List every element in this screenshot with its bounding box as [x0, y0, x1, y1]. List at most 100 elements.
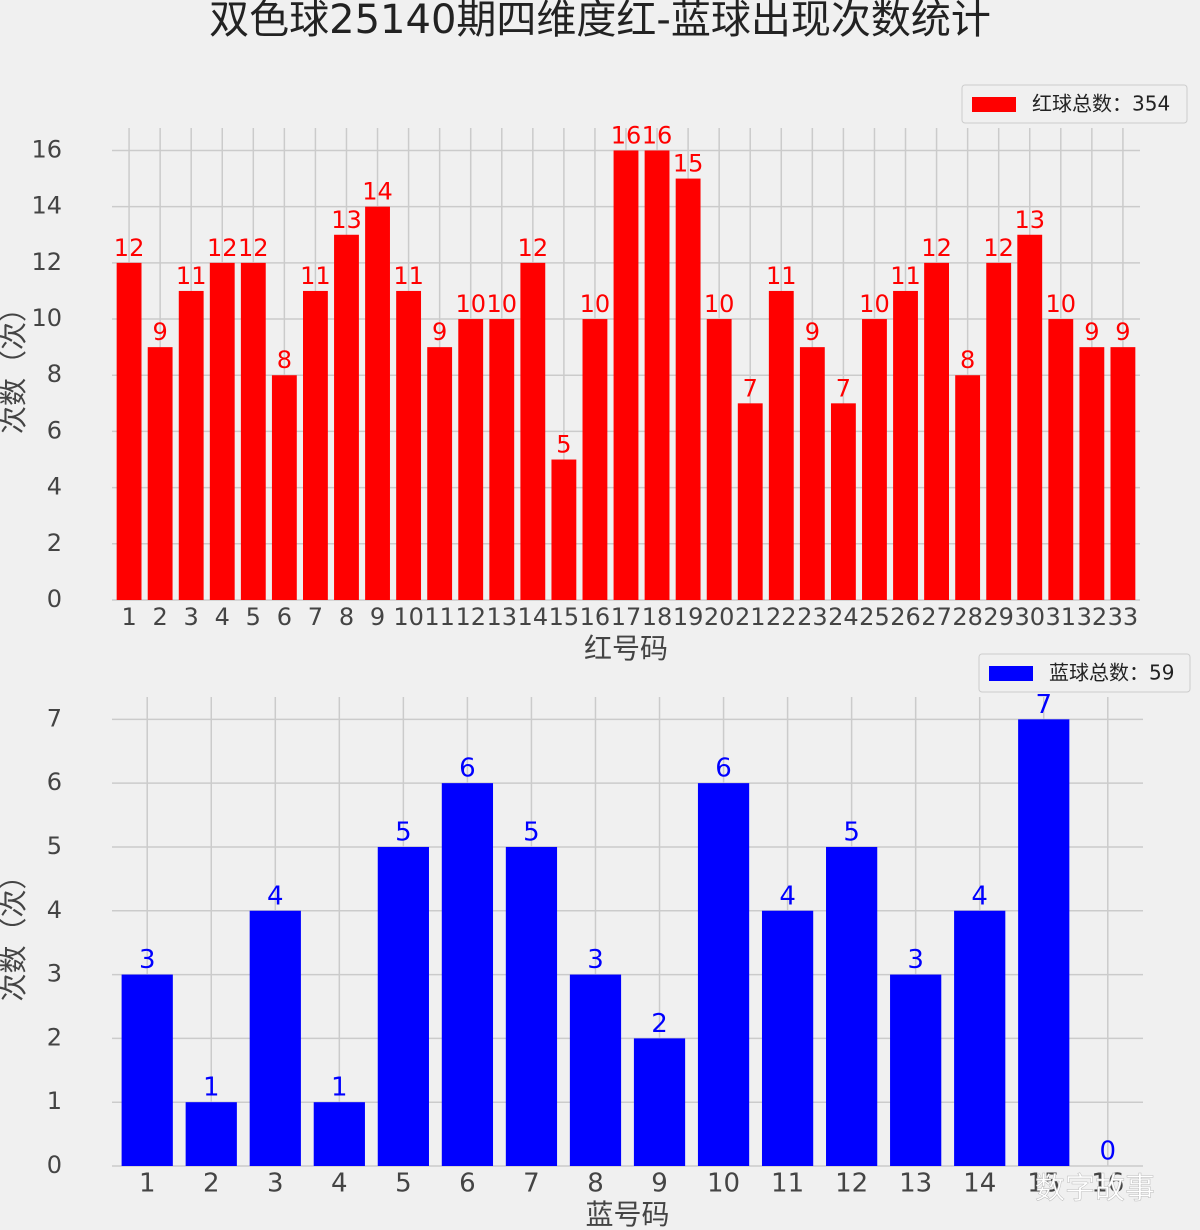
bar: [377, 846, 429, 1166]
data-label: 0: [1100, 1137, 1117, 1167]
data-label: 13: [331, 206, 362, 234]
bar: [209, 262, 235, 600]
bar: [799, 347, 825, 600]
bar: [890, 974, 942, 1166]
x-tick-label: 12: [835, 1169, 868, 1199]
bar: [697, 783, 750, 1166]
y-tick-label: 14: [31, 192, 62, 220]
data-label: 12: [238, 234, 269, 262]
data-label: 3: [587, 945, 604, 975]
x-tick-label: 9: [651, 1169, 668, 1199]
x-tick-label: 1: [121, 603, 136, 631]
bar: [396, 290, 422, 600]
bar: [240, 262, 266, 600]
x-tick-label: 4: [331, 1169, 348, 1199]
x-tick-label: 5: [246, 603, 261, 631]
bar: [862, 319, 887, 600]
x-tick-label: 10: [393, 603, 424, 631]
bar: [955, 375, 981, 600]
data-label: 5: [523, 817, 540, 847]
bar: [249, 910, 301, 1166]
data-label: 4: [779, 881, 796, 911]
x-tick-label: 14: [963, 1169, 996, 1199]
data-label: 10: [859, 290, 890, 318]
data-label: 11: [176, 262, 207, 290]
bar: [178, 290, 204, 600]
x-tick-label: 6: [459, 1169, 476, 1199]
x-tick-label: 3: [267, 1169, 284, 1199]
bar: [441, 783, 494, 1166]
y-tick-label: 0: [47, 585, 62, 613]
data-label: 12: [518, 234, 549, 262]
x-axis-label: 红号码: [584, 632, 668, 665]
bar: [147, 347, 173, 600]
y-tick-label: 16: [31, 135, 62, 163]
x-tick-label: 17: [611, 603, 642, 631]
x-tick-label: 11: [424, 603, 455, 631]
y-tick-label: 4: [47, 473, 62, 501]
legend-box: [978, 653, 1191, 693]
data-label: 7: [743, 374, 758, 402]
bar: [1079, 347, 1105, 600]
data-label: 11: [766, 262, 797, 290]
data-label: 6: [715, 754, 732, 784]
x-tick-label: 33: [1108, 603, 1139, 631]
x-tick-label: 10: [707, 1169, 740, 1199]
x-tick-label: 8: [339, 603, 354, 631]
legend-swatch: [972, 97, 1016, 112]
y-axis-label: 次数（次）: [0, 861, 30, 1001]
watermark: 数字故事: [1035, 1172, 1155, 1207]
bar: [185, 1102, 237, 1166]
data-label: 12: [114, 234, 145, 262]
bar: [761, 910, 814, 1166]
x-tick-label: 4: [215, 603, 230, 631]
y-tick-label: 2: [47, 1023, 62, 1051]
bar: [706, 319, 732, 600]
bar: [1048, 319, 1074, 600]
bar: [613, 150, 639, 600]
data-label: 2: [651, 1009, 668, 1039]
data-label: 9: [1084, 318, 1099, 346]
x-tick-label: 29: [983, 603, 1014, 631]
legend-label: 蓝球总数：59: [1049, 661, 1174, 685]
x-tick-label: 3: [184, 603, 199, 631]
bar: [768, 290, 794, 600]
x-tick-label: 25: [859, 603, 890, 631]
x-tick-label: 1: [139, 1169, 156, 1199]
legend-box: [961, 84, 1188, 124]
data-label: 3: [139, 945, 156, 975]
data-label: 11: [393, 262, 424, 290]
x-tick-label: 21: [735, 603, 766, 631]
x-tick-label: 24: [828, 603, 859, 631]
x-tick-label: 15: [549, 603, 580, 631]
bar: [303, 290, 328, 600]
bar: [924, 262, 949, 600]
x-tick-label: 2: [152, 603, 167, 631]
y-tick-label: 8: [47, 360, 62, 388]
bar: [737, 403, 763, 600]
x-tick-label: 22: [766, 603, 797, 631]
y-tick-label: 3: [47, 960, 62, 988]
y-tick-label: 12: [31, 248, 62, 276]
data-label: 4: [971, 881, 988, 911]
x-tick-label: 5: [395, 1169, 412, 1199]
bar: [121, 974, 173, 1166]
data-label: 11: [300, 262, 331, 290]
figure-title: 双色球25140期四维度红-蓝球出现次数统计: [209, 0, 991, 43]
bar: [334, 234, 359, 600]
data-label: 5: [843, 817, 860, 847]
bar: [569, 974, 622, 1166]
x-tick-label: 27: [921, 603, 952, 631]
y-tick-label: 6: [47, 768, 62, 796]
x-tick-label: 28: [952, 603, 983, 631]
x-tick-label: 6: [277, 603, 292, 631]
data-label: 10: [1046, 290, 1077, 318]
y-tick-label: 10: [31, 304, 62, 332]
bar: [489, 319, 515, 600]
x-tick-label: 14: [518, 603, 549, 631]
bar: [633, 1038, 686, 1166]
data-label: 14: [362, 178, 393, 206]
bar: [458, 319, 484, 600]
x-tick-label: 18: [642, 603, 673, 631]
bar: [644, 150, 670, 600]
